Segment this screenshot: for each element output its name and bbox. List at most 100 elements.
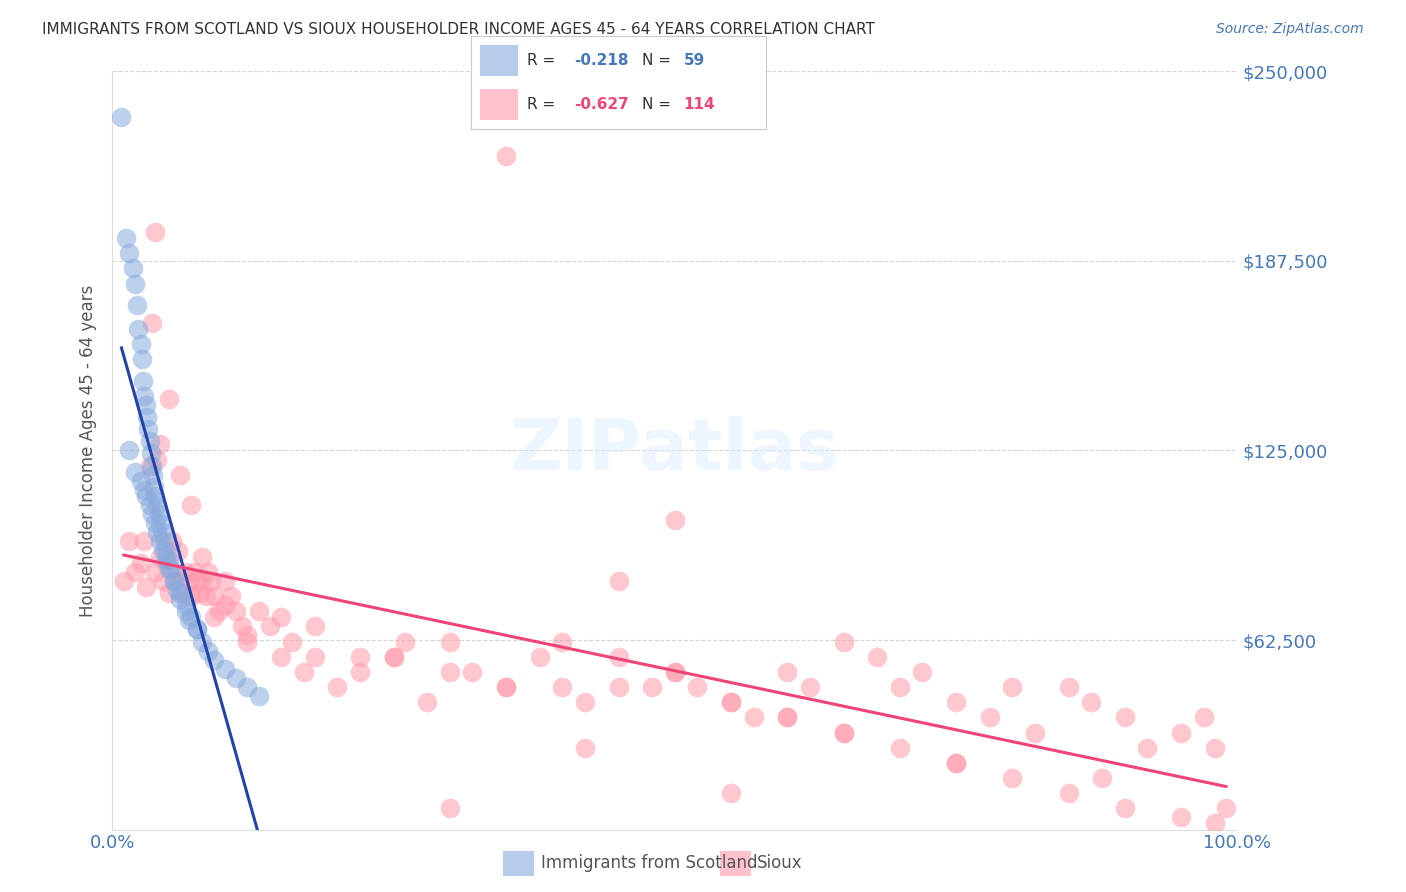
Point <box>110 110 132 124</box>
Point <box>832 725 855 739</box>
Point <box>382 649 405 664</box>
Point <box>416 695 439 709</box>
Point <box>866 649 889 664</box>
Point <box>495 149 517 163</box>
Point <box>132 374 155 388</box>
Point <box>146 498 169 512</box>
Point <box>1136 740 1159 755</box>
Point <box>163 574 186 588</box>
Point <box>1170 810 1192 824</box>
Point <box>174 565 197 579</box>
Point <box>225 604 247 618</box>
Point <box>1001 771 1024 785</box>
Point <box>166 543 188 558</box>
Point <box>326 680 349 694</box>
Point <box>574 695 596 709</box>
Point <box>889 680 911 694</box>
Point <box>945 756 967 770</box>
Point <box>118 246 141 260</box>
Point <box>236 680 259 694</box>
Point <box>742 710 765 724</box>
Point <box>945 695 967 709</box>
Point <box>214 574 236 588</box>
Point <box>720 786 742 800</box>
Point <box>202 653 225 667</box>
Point <box>121 261 143 276</box>
Point <box>155 556 177 570</box>
Point <box>129 474 152 488</box>
Point <box>439 801 461 815</box>
Point <box>832 634 855 648</box>
Point <box>146 525 169 540</box>
Point <box>135 398 157 412</box>
Point <box>127 298 149 312</box>
Point <box>143 225 166 239</box>
Point <box>163 574 186 588</box>
Point <box>180 498 202 512</box>
Point <box>1215 801 1237 815</box>
Point <box>686 680 709 694</box>
Text: N =: N = <box>643 53 676 68</box>
Point <box>188 586 211 600</box>
Point <box>157 552 180 566</box>
Text: -0.218: -0.218 <box>575 53 628 68</box>
Point <box>132 534 155 549</box>
Point <box>143 565 166 579</box>
Point <box>160 534 183 549</box>
Point <box>157 392 180 406</box>
Point <box>1204 816 1226 830</box>
Point <box>148 507 170 521</box>
Point <box>135 489 157 503</box>
Point <box>186 623 208 637</box>
Point <box>139 446 162 460</box>
Point <box>1192 710 1215 724</box>
Point <box>127 322 149 336</box>
Point <box>129 556 152 570</box>
Point <box>155 552 177 566</box>
Point <box>236 628 259 642</box>
Y-axis label: Householder Income Ages 45 - 64 years: Householder Income Ages 45 - 64 years <box>79 285 97 616</box>
Point <box>152 543 174 558</box>
Point <box>247 689 270 703</box>
Point <box>169 574 191 588</box>
Point <box>174 598 197 612</box>
Point <box>202 610 225 624</box>
Text: R =: R = <box>527 96 560 112</box>
Point <box>461 665 484 679</box>
Point <box>495 680 517 694</box>
Point <box>247 604 270 618</box>
Point <box>281 634 304 648</box>
Point <box>551 634 574 648</box>
Point <box>574 740 596 755</box>
Point <box>641 680 664 694</box>
Point <box>174 604 197 618</box>
Point <box>394 634 416 648</box>
Point <box>153 534 176 549</box>
Text: R =: R = <box>527 53 560 68</box>
Point <box>889 740 911 755</box>
Point <box>143 516 166 531</box>
Point <box>191 634 214 648</box>
Point <box>186 623 208 637</box>
Point <box>141 316 163 330</box>
Point <box>607 649 630 664</box>
Point <box>259 619 281 633</box>
Point <box>141 458 163 473</box>
Text: ZIPatlas: ZIPatlas <box>510 416 839 485</box>
Point <box>231 619 253 633</box>
Point <box>149 516 172 531</box>
Point <box>138 434 160 449</box>
Point <box>112 574 135 588</box>
Point <box>720 695 742 709</box>
Point <box>166 582 188 597</box>
Point <box>146 452 169 467</box>
Point <box>197 565 219 579</box>
Point <box>270 610 292 624</box>
Point <box>132 483 155 497</box>
Point <box>124 277 146 291</box>
Point <box>118 534 141 549</box>
Point <box>143 480 166 494</box>
Point <box>979 710 1001 724</box>
Point <box>142 467 165 482</box>
Point <box>150 525 173 540</box>
